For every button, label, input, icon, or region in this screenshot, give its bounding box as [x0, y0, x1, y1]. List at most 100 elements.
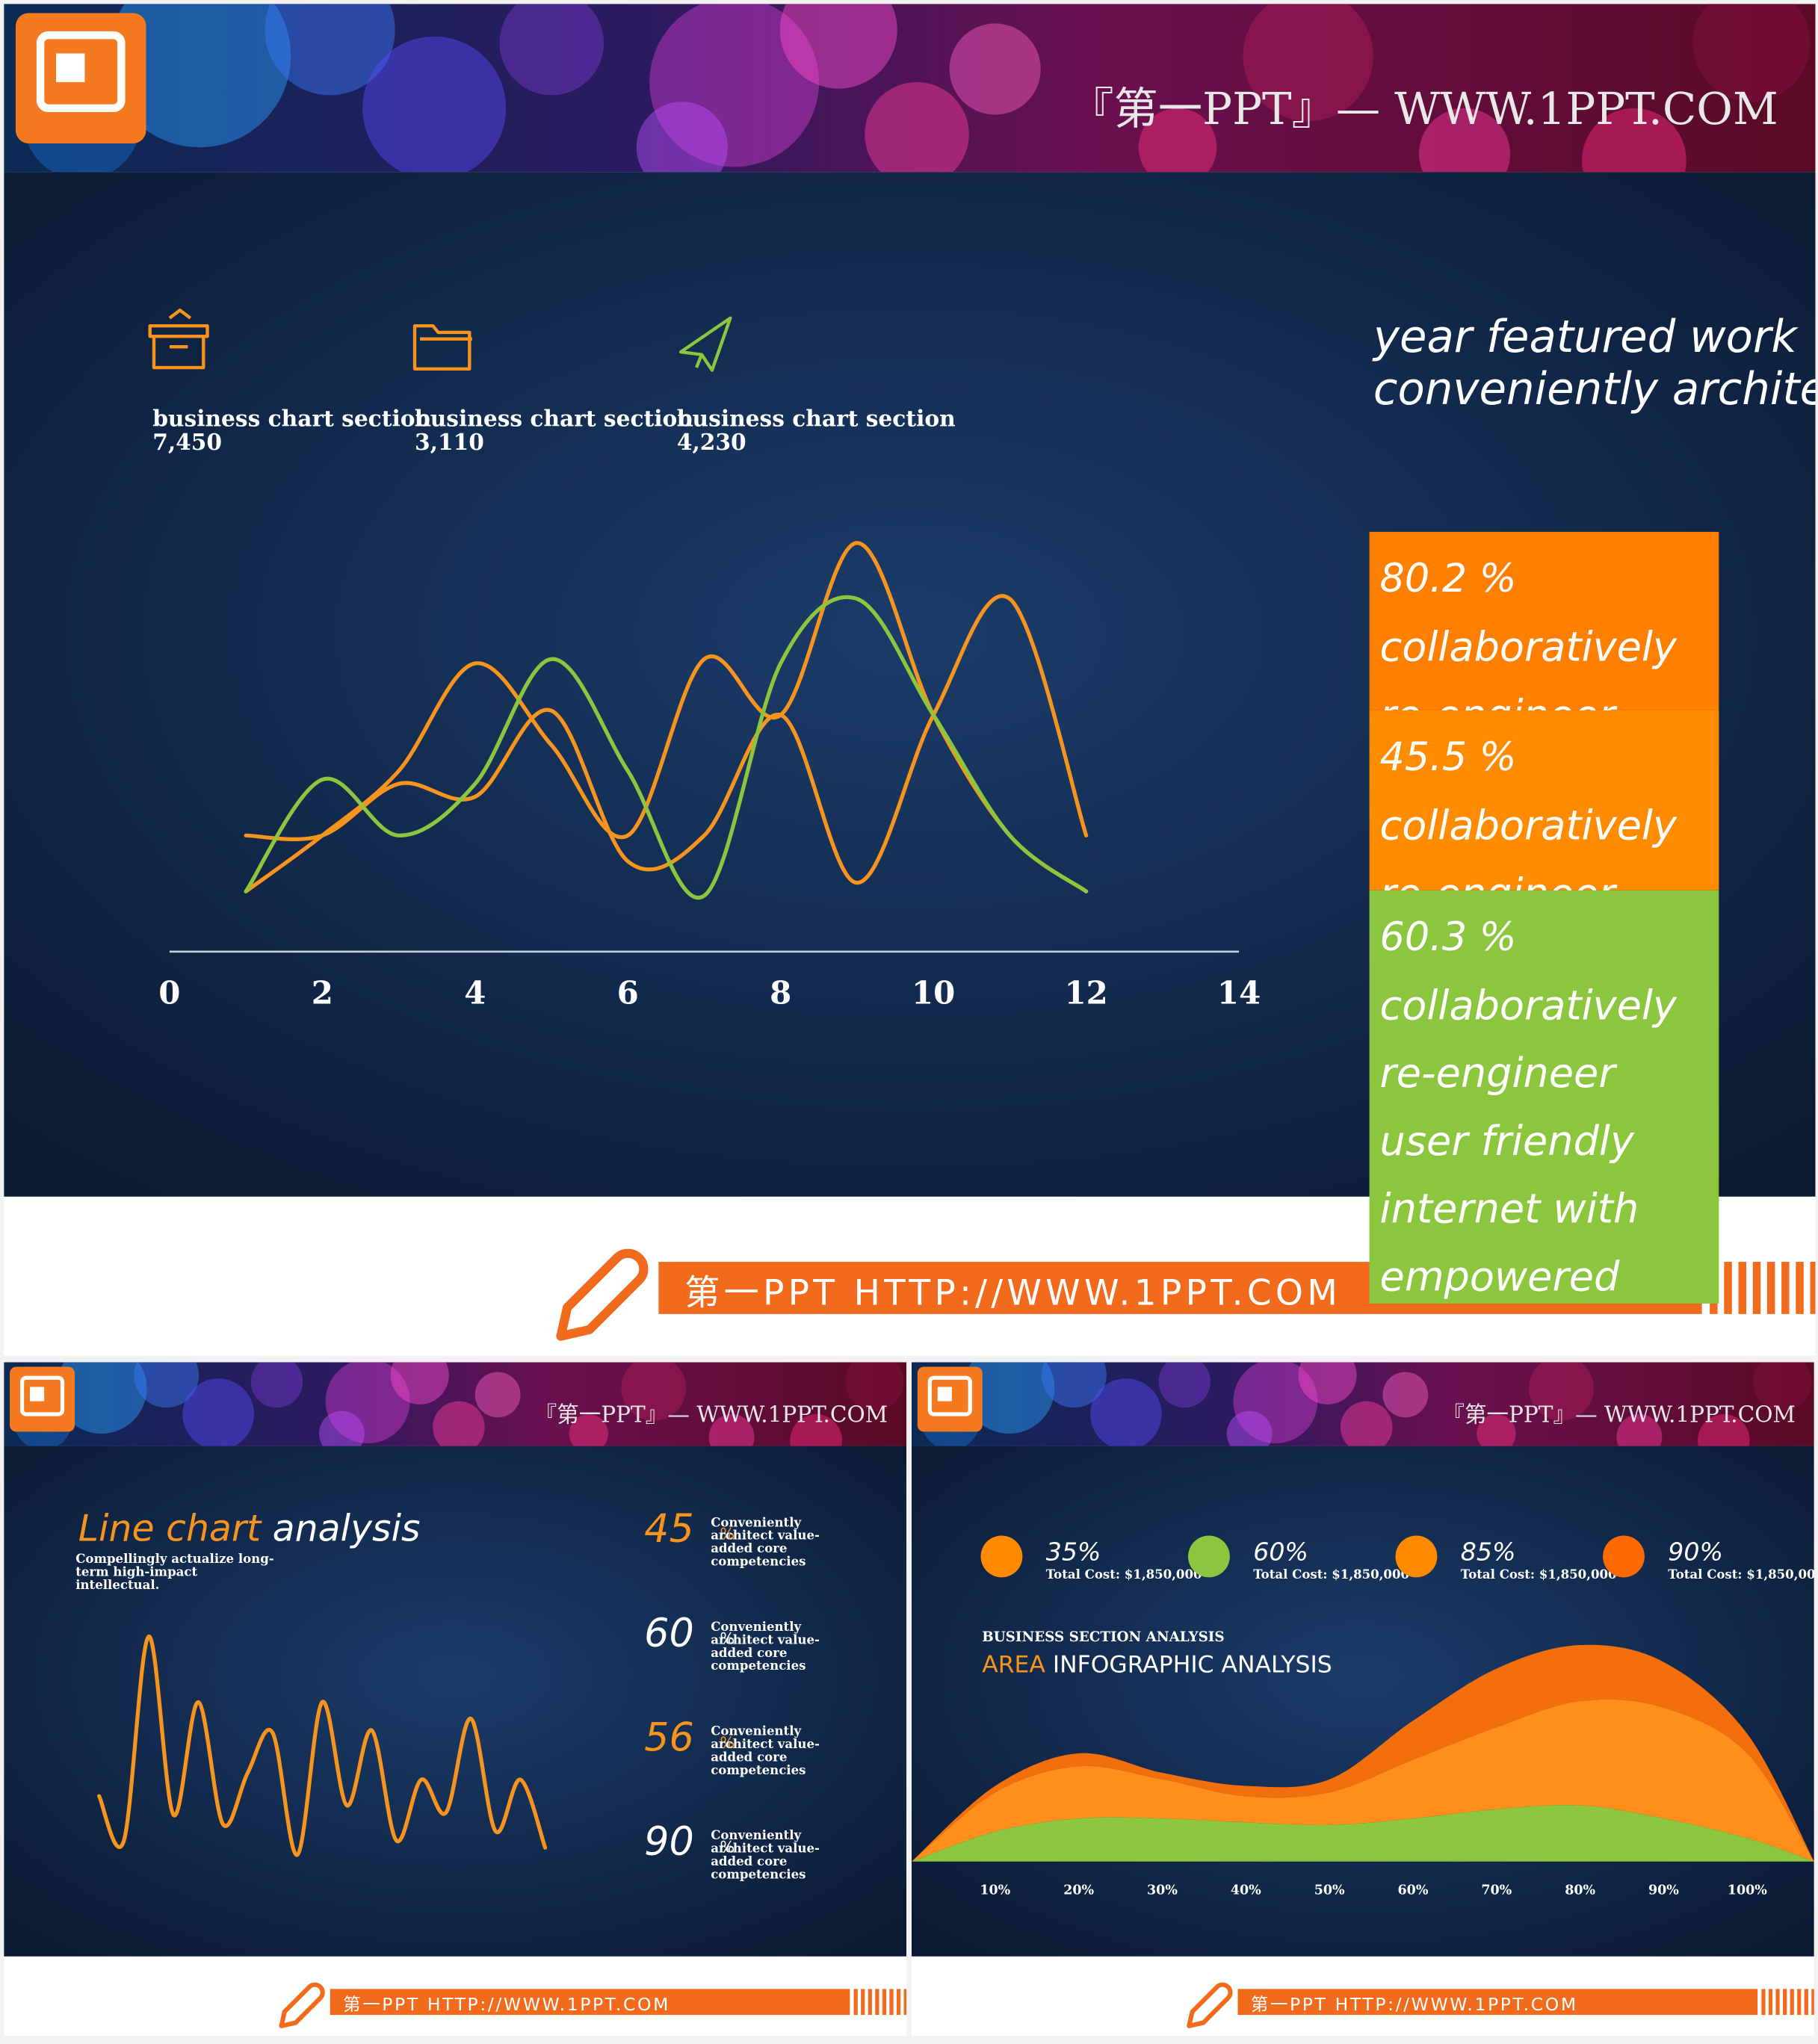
bokeh: [134, 1362, 200, 1408]
footer-stripe: [1738, 1262, 1747, 1314]
box-text: empowered: [1380, 1253, 1620, 1300]
pencil-icon: [279, 1982, 325, 2028]
item-text: competencies: [711, 1762, 806, 1777]
footer-stripe: [896, 1989, 901, 2016]
stat-icon: [678, 316, 732, 372]
area-series: [911, 1644, 1814, 1862]
bokeh: [949, 23, 1041, 115]
footer-stripe: [1810, 1262, 1816, 1314]
bokeh: [1158, 1362, 1211, 1408]
legend-dot: [1395, 1535, 1438, 1578]
slide-frame: 『第一PPT』— WWW.1PPT.COM 第一PPT HTTP://WWW.1P…: [4, 1362, 907, 2036]
slide-subtitle: term high-impact: [75, 1564, 197, 1579]
item-number: 60: [644, 1611, 694, 1656]
bokeh: [182, 1378, 255, 1450]
x-tick-label: 50%: [1314, 1883, 1345, 1898]
quote-line: year featured work: [1372, 311, 1799, 362]
footer-stripe: [1766, 1262, 1775, 1314]
bokeh: [1090, 1378, 1162, 1450]
item-text: architect value-: [711, 1632, 820, 1647]
slide-2: 『第一PPT』— WWW.1PPT.COM 第一PPT HTTP://WWW.1P…: [4, 1362, 907, 2036]
bokeh: [636, 102, 728, 193]
legend-value: 60%: [1253, 1537, 1308, 1567]
stat-value: 3,110: [415, 429, 484, 455]
footer-stripe: [861, 1989, 865, 2016]
bokeh: [1226, 1410, 1273, 1457]
bokeh: [250, 1362, 303, 1408]
box-text: user friendly: [1380, 1118, 1635, 1165]
item-text: architect value-: [711, 1528, 820, 1543]
box-text: collaboratively: [1380, 982, 1678, 1029]
footer-stripe: [1804, 1989, 1808, 2016]
slide-3: 『第一PPT』— WWW.1PPT.COM 第一PPT HTTP://WWW.1P…: [911, 1362, 1818, 2036]
app-icon-page: [927, 1375, 972, 1416]
bokeh: [569, 1413, 608, 1454]
footer-stripe: [1768, 1989, 1773, 2016]
bokeh: [1753, 1362, 1812, 1411]
box-text: internet with: [1380, 1186, 1639, 1233]
box-text: collaboratively: [1380, 802, 1678, 849]
item-text: competencies: [711, 1658, 806, 1673]
stat-label: business chart section: [415, 406, 693, 432]
stat-value: 4,230: [677, 429, 746, 455]
bokeh: [362, 36, 507, 180]
x-tick-label: 70%: [1481, 1883, 1512, 1898]
item-unit: %: [720, 1526, 735, 1543]
banner: [4, 4, 1816, 173]
pencil-icon: [1187, 1982, 1233, 2028]
header-text: 『第一PPT』— WWW.1PPT.COM: [1442, 1402, 1795, 1427]
pencil-icon: [556, 1248, 649, 1341]
item-text: Conveniently: [711, 1514, 802, 1529]
item-text: Conveniently: [711, 1619, 802, 1634]
bokeh: [963, 1362, 1055, 1434]
x-tick-label: 90%: [1648, 1883, 1679, 1898]
footer-stripe: [1783, 1989, 1787, 2016]
footer-stripe: [1724, 1262, 1732, 1314]
legend-value: 90%: [1668, 1537, 1723, 1567]
banner: [911, 1362, 1814, 1446]
box-text: re-engineer: [1380, 1050, 1618, 1097]
x-tick-label: 4: [464, 975, 486, 1012]
box-value: 80.2 %: [1380, 556, 1517, 601]
bokeh: [108, 4, 291, 148]
box-text: collaboratively: [1380, 624, 1678, 671]
bokeh: [1233, 1362, 1318, 1444]
footer-text: 第一PPT HTTP://WWW.1PPT.COM: [684, 1273, 1341, 1314]
bokeh: [1529, 1362, 1594, 1421]
footer-stripe: [1811, 1989, 1814, 2016]
app-icon-page: [19, 1375, 65, 1416]
bokeh: [621, 1362, 687, 1421]
x-tick-label: 20%: [1063, 1883, 1094, 1898]
bokeh: [55, 1362, 147, 1434]
slide-subtitle: intellectual.: [75, 1577, 159, 1592]
footer-stripe: [1796, 1262, 1804, 1314]
bokeh: [1298, 1362, 1357, 1405]
x-tick-label: 30%: [1147, 1883, 1178, 1898]
stat-icon: [148, 309, 209, 370]
line-series: [97, 1634, 548, 1857]
box-text: mindshare: [1380, 1321, 1595, 1368]
x-tick-label: 10: [912, 975, 955, 1012]
bokeh: [1382, 1372, 1429, 1418]
stat-icon: [412, 324, 472, 371]
app-icon-shape: [56, 53, 85, 82]
item-unit: %: [720, 1839, 735, 1856]
x-tick-label: 40%: [1231, 1883, 1261, 1898]
footer-stripe: [889, 1989, 894, 2016]
line-series: [244, 594, 1089, 885]
item-text: competencies: [711, 1866, 806, 1881]
header-text: 『第一PPT』— WWW.1PPT.COM: [1069, 83, 1778, 134]
footer-bar: [1237, 1989, 1758, 2016]
x-tick-label: 6: [617, 975, 639, 1012]
app-icon-page: [36, 31, 126, 113]
slide-subtitle: Compellingly actualize long-: [75, 1551, 273, 1566]
bokeh: [325, 1362, 410, 1444]
bokeh: [1340, 1401, 1393, 1454]
slide-title: Line chart analysis: [78, 1507, 421, 1549]
footer-stripe: [875, 1989, 879, 2016]
footer-stripe: [1761, 1989, 1766, 2016]
bokeh: [318, 1410, 365, 1457]
footer-stripe: [1790, 1989, 1794, 2016]
legend-caption: Total Cost: $1,850,000: [1668, 1567, 1818, 1582]
